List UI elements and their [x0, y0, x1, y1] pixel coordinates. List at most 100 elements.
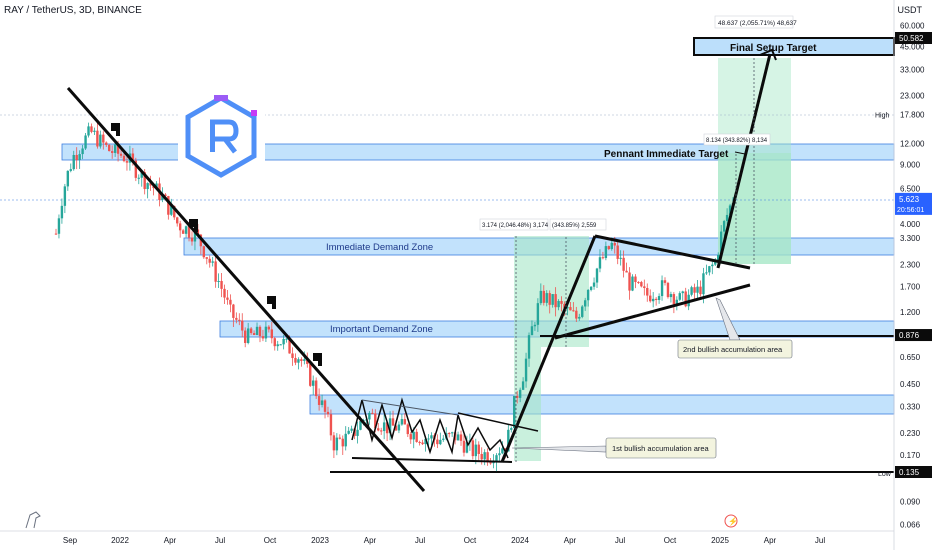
candle-body: [492, 462, 495, 464]
candle-body: [232, 304, 235, 318]
candle-body: [164, 194, 167, 197]
candle-body: [524, 358, 528, 382]
time-tick: Apr: [564, 536, 577, 545]
downtrend-line: [66, 87, 426, 492]
candle-body: [418, 441, 421, 443]
candle-body: [684, 291, 687, 307]
raydium-logo: [178, 86, 265, 189]
candle-body: [589, 286, 593, 290]
candle-body: [377, 428, 380, 431]
immediate-zone-label: Immediate Demand Zone: [326, 242, 433, 253]
candle-body: [536, 303, 540, 325]
candle-body: [57, 218, 61, 234]
candle-body: [350, 428, 353, 431]
candle-body: [75, 154, 78, 161]
candle-body: [530, 326, 534, 336]
candle-body: [421, 442, 424, 445]
price-candles: [54, 122, 735, 472]
currency-label[interactable]: USDT: [897, 5, 923, 15]
candle-body: [554, 294, 557, 308]
candle-body: [273, 338, 276, 347]
time-tick: Oct: [664, 536, 677, 545]
time-tick: Jul: [415, 536, 425, 545]
price-tick: 1.700: [900, 282, 921, 291]
candle-body: [235, 317, 238, 320]
target-price-badge: [895, 32, 932, 44]
candle-body: [622, 257, 625, 271]
candle-body: [660, 280, 664, 297]
candle-body: [181, 230, 185, 234]
candle-body: [616, 245, 619, 259]
candle-body: [78, 154, 81, 161]
candle-body: [314, 380, 318, 397]
price-tick: 6.500: [900, 184, 921, 193]
candle-body: [125, 161, 129, 163]
candle-body: [176, 217, 179, 224]
price-tick: 0.330: [900, 403, 921, 412]
price-tick: 0.090: [900, 498, 921, 507]
time-tick: Sep: [63, 536, 78, 545]
measure-boxes: [514, 58, 791, 461]
price-tick: 0.230: [900, 429, 921, 438]
candle-body: [96, 130, 99, 147]
candle-body: [566, 307, 569, 309]
time-tick: 2022: [111, 536, 129, 545]
candle-body: [548, 293, 551, 305]
time-tick: Oct: [464, 536, 477, 545]
candle-body: [368, 412, 371, 420]
candle-body: [651, 298, 655, 302]
candle-body: [681, 291, 684, 294]
candle-body: [409, 434, 412, 440]
candle-body: [196, 229, 200, 235]
candle-body: [54, 233, 58, 235]
candle-body: [335, 437, 339, 451]
candle-body: [705, 272, 708, 274]
candle-body: [649, 295, 652, 302]
level-lines: [0, 37, 894, 473]
candle-body: [341, 438, 344, 447]
candle-body: [388, 418, 392, 434]
candle-body: [545, 293, 548, 303]
candle-body: [258, 326, 262, 337]
candle-body: [134, 160, 138, 178]
time-tick: Apr: [764, 536, 777, 545]
candle-body: [309, 363, 312, 386]
price-tick: 2.300: [900, 260, 921, 269]
candle-body: [483, 452, 486, 460]
candle-body: [264, 326, 268, 339]
candle-body: [102, 134, 105, 143]
time-tick: Oct: [264, 536, 277, 545]
measure-pennant-label: 8.134 (343.82%) 8,134: [706, 138, 768, 144]
time-axis: Sep 2022 Apr Jul Oct 2023 Apr Jul Oct 2024 Apr Jul O…: [0, 530, 894, 545]
candle-body: [190, 237, 194, 242]
candle-body: [249, 328, 253, 334]
price-axis: 60.000 45.000 33.000 23.000 17.800 12.000 9.00…: [875, 0, 932, 550]
target-arrow-line: [716, 53, 772, 269]
candle-body: [663, 280, 667, 283]
candle-body: [515, 395, 519, 398]
candle-body: [270, 329, 274, 339]
candle-body: [575, 310, 578, 319]
candle-body: [87, 126, 90, 136]
candle-body: [81, 148, 84, 155]
candle-body: [693, 287, 696, 293]
candle-body: [539, 290, 543, 304]
candle-body: [613, 242, 616, 246]
price-tick: 9.000: [900, 160, 921, 169]
candle-body: [246, 328, 250, 343]
candle-body: [424, 438, 427, 445]
candle-body: [427, 438, 430, 440]
candle-body: [598, 257, 602, 269]
candle-body: [442, 438, 445, 440]
candle-body: [113, 144, 117, 153]
important-zone-label: Important Demand Zone: [330, 324, 433, 335]
candle-body: [666, 282, 670, 298]
candle-body: [211, 261, 214, 263]
candle-body: [267, 326, 271, 330]
candle-body: [637, 282, 640, 284]
candle-body: [326, 411, 330, 415]
candle-body: [465, 442, 469, 453]
candle-body: [140, 172, 143, 178]
candle-body: [657, 296, 661, 300]
candle-body: [66, 170, 70, 187]
